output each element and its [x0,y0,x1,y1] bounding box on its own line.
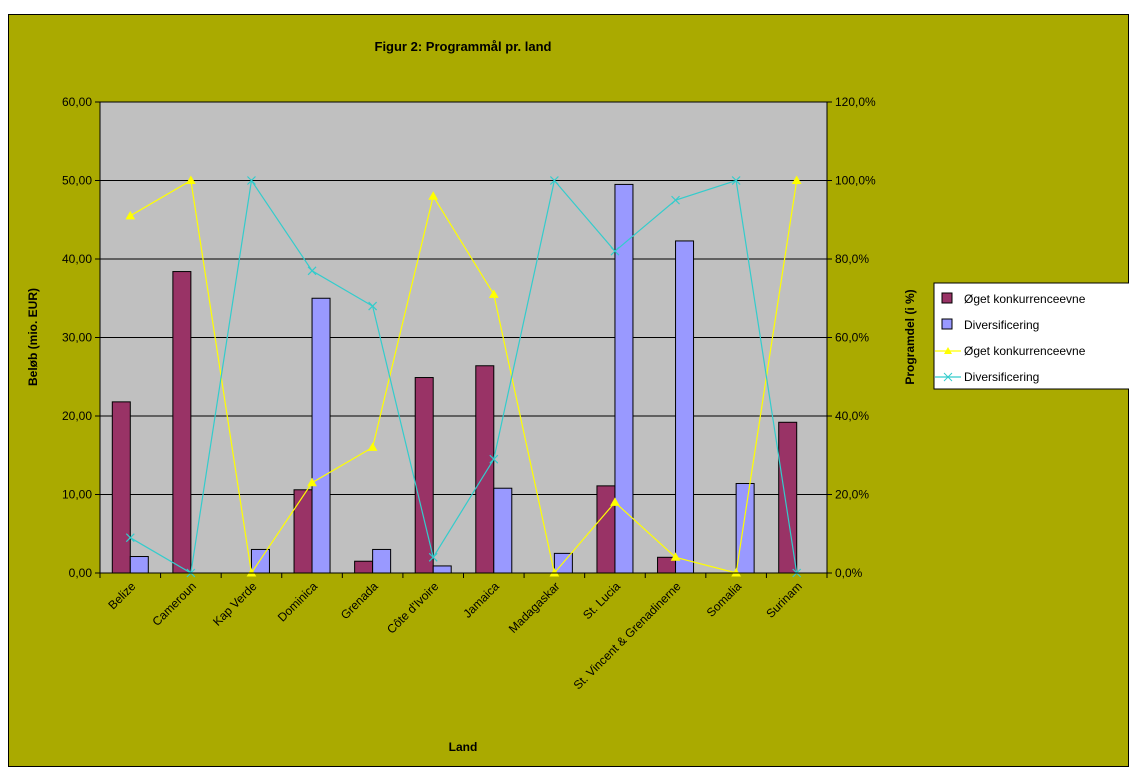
series-line [129,178,798,574]
bar [172,271,192,574]
point [247,176,256,185]
y2-tick-label: 20,0% [835,488,869,502]
bar [432,565,452,574]
bars [111,183,798,574]
bar [596,485,616,574]
series-line [129,179,798,575]
point-x-stroke [549,176,559,185]
chart-svg: 0,00 10,00 20,00 30,00 40,00 50,00 60,00 0,0% 2… [26,39,1129,754]
point [731,176,741,185]
bar [614,183,634,574]
lines [125,175,802,578]
x-tick-label: Madagaskar [506,579,563,636]
point-x-stroke [428,552,438,562]
legend-marker [944,347,952,354]
x-tick-label: Dominica [275,579,320,624]
point-x-stroke [125,533,135,543]
y2-tick-label: 0,0% [835,566,863,580]
legend: Øget konkurrenceevne Diversificering Øget … [933,282,1129,390]
x-tick-label: Surinam [763,579,804,620]
bar [493,487,513,574]
bar [129,556,149,574]
y2-axis-label: Programdel (i %) [903,289,917,384]
y-tick-label: 30,00 [62,331,92,345]
y-tick-label: 20,00 [62,409,92,423]
bar [354,560,374,574]
x-tick-label: Jamaica [460,579,502,621]
legend-label: Øget konkurrenceevne [964,292,1086,306]
x-tick-label: St. Lucia [580,579,623,622]
bar [778,421,798,574]
point [610,497,620,506]
x-tick-label: Belize [105,579,138,612]
bar [675,240,695,574]
point [791,175,802,184]
point [549,176,559,185]
y2-tick-label: 40,0% [835,409,869,423]
legend-label: Diversificering [964,318,1039,332]
y-tick-label: 60,00 [62,95,92,109]
legend-label: Diversificering [964,370,1039,384]
point-x-stroke [489,454,499,464]
point [307,266,317,276]
point-x-stroke [307,266,317,276]
point [489,454,499,464]
y-axis-label: Beløb (mio. EUR) [26,288,40,386]
point-x-stroke [247,176,256,185]
bar [311,297,331,574]
point-x-stroke [671,195,680,205]
bar [475,365,495,574]
axes [95,101,832,578]
y2-tick-label: 80,0% [835,252,869,266]
y2-tick-label: 100,0% [835,174,876,188]
point-x-stroke [731,176,741,185]
x-tick-labels: Belize Cameroun Kap Verde Dominica Grenada Cô… [105,579,804,692]
x-tick-label: Cameroun [149,579,199,629]
y2-tick-label: 120,0% [835,95,876,109]
legend-marker [943,372,953,382]
bar [372,548,392,574]
y-tick-label: 10,00 [62,488,92,502]
point [368,301,378,311]
x-tick-label: Côte d'Ivoire [384,579,441,636]
y2-tick-label: 60,0% [835,331,869,345]
point [610,246,620,256]
point [367,442,378,451]
point [428,552,438,562]
bar [735,483,755,574]
y2-tick-labels: 0,0% 20,0% 40,0% 60,0% 80,0% 100,0% 120,0% [835,95,876,580]
chart-area: 0,00 10,00 20,00 30,00 40,00 50,00 60,00 0,0% 2… [8,14,1129,767]
point [670,552,681,561]
gridlines [100,101,827,495]
legend-swatch [941,318,953,330]
y-tick-label: 0,00 [69,566,93,580]
chart-title: Figur 2: Programmål pr. land [375,39,552,54]
y-tick-label: 40,00 [62,252,92,266]
x-tick-label: Grenada [338,579,381,622]
point [125,533,135,543]
point [125,210,136,220]
x-tick-label: Somalia [704,579,745,620]
point [428,191,439,200]
point-x-stroke [610,246,620,256]
x-tick-label: Kap Verde [210,579,260,629]
bar [293,489,313,574]
x-axis-label: Land [449,740,478,754]
point-x-stroke [368,301,378,311]
y-tick-label: 50,00 [62,174,92,188]
point [307,477,317,487]
bar [111,401,131,574]
point [186,175,196,184]
y-tick-labels: 0,00 10,00 20,00 30,00 40,00 50,00 60,00 [62,95,92,580]
x-tick-label: St. Vincent & Grenadinerne [571,579,684,692]
legend-swatch [941,292,953,304]
point [671,195,680,205]
point [488,289,499,298]
legend-box [933,282,1129,390]
legend-label: Øget konkurrenceevne [964,344,1086,358]
